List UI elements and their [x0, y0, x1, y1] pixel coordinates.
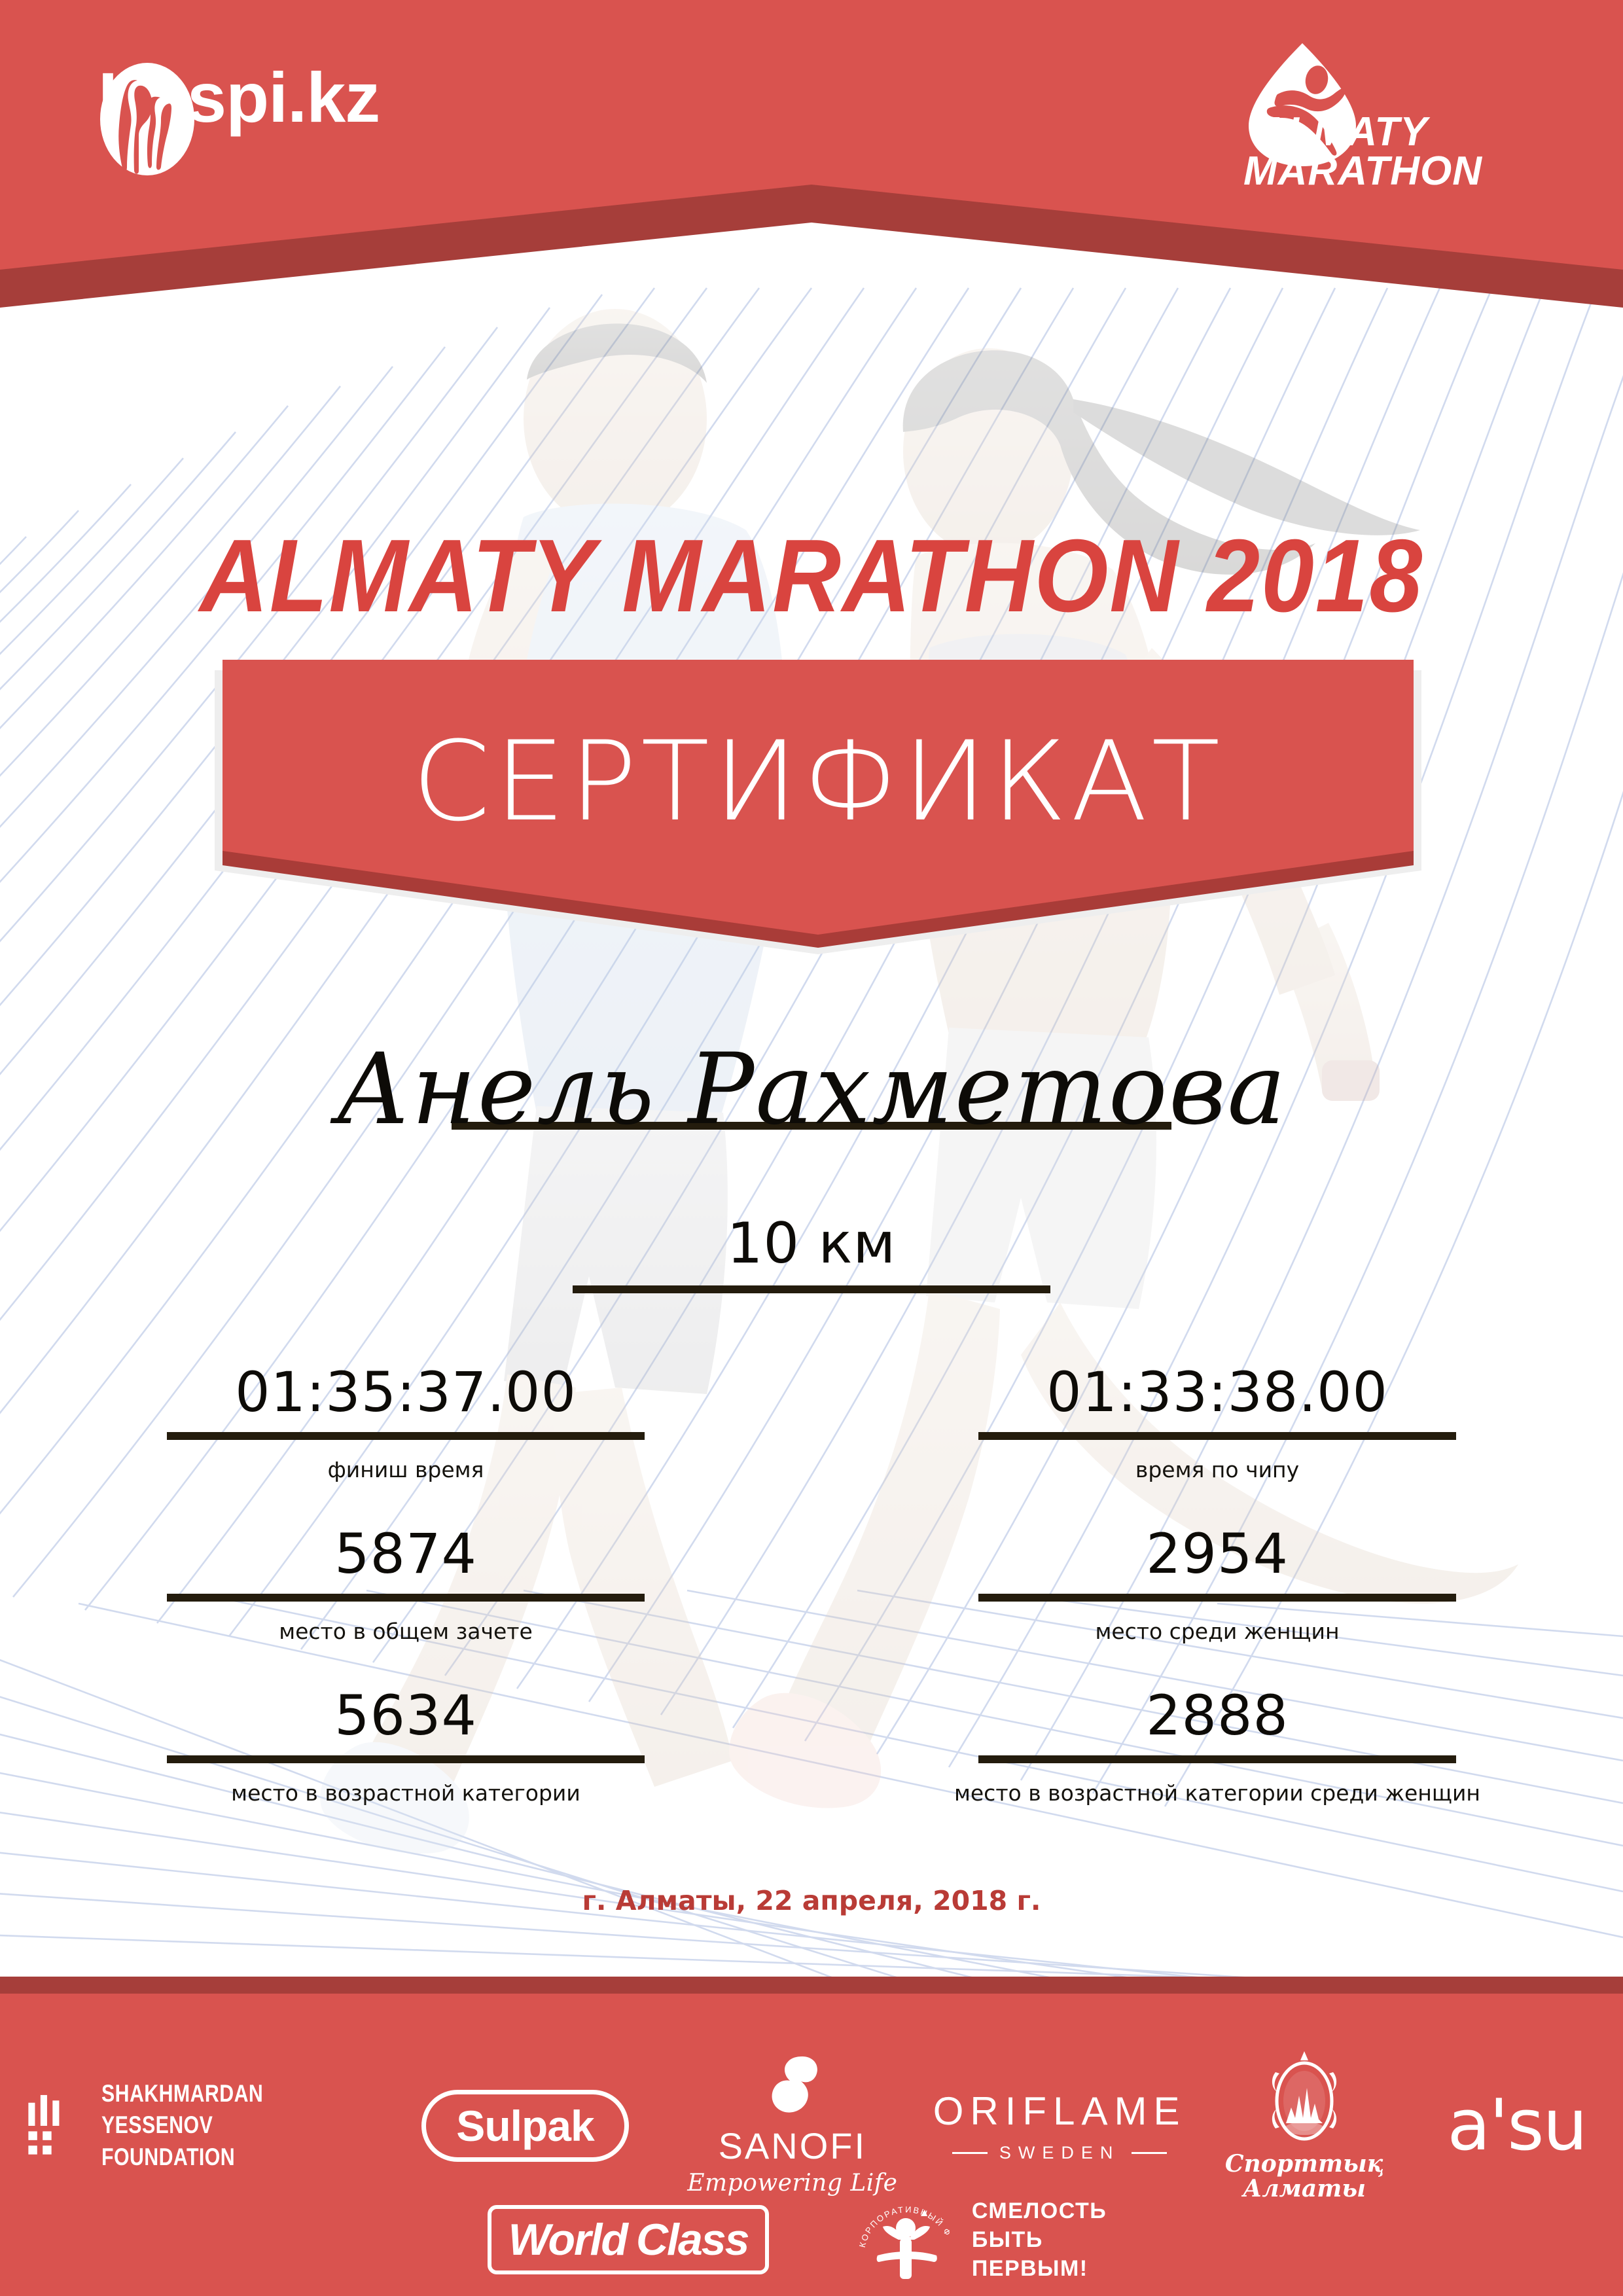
result-rule — [167, 1432, 645, 1441]
result-rule — [167, 1594, 645, 1602]
result-label: место в возрастной категории среди женщи… — [954, 1780, 1480, 1806]
result-label: место среди женщин — [1095, 1619, 1340, 1645]
asu-wordmark: a'su — [1447, 2084, 1588, 2166]
results-row-time: 01:35:37.00 финиш время 01:33:38.00 врем… — [0, 1361, 1623, 1482]
yessenov-wordmark: SHAKHMARDAN YESSENOV FOUNDATION — [101, 2078, 336, 2174]
smelost-figure-icon: КОРПОРАТИВНЫЙ ФОНД — [857, 2187, 952, 2279]
smelost-line2: БЫТЬ — [971, 2227, 1043, 2252]
almaty-marathon-runner-teardrop-icon — [1249, 43, 1356, 166]
participant-name-block: Анель Рахметова — [0, 1041, 1623, 1139]
oriflame-sub: SWEDEN — [952, 2143, 1168, 2163]
results-row-overall: 5874 место в общем зачете 2954 место сре… — [0, 1523, 1623, 1644]
kaspi-family-mark-icon — [100, 63, 194, 175]
sulpak-wordmark: Sulpak — [421, 2089, 629, 2162]
result-value: 2954 — [1146, 1522, 1289, 1587]
sport-almaty-wordmark: Спорттық Алматы — [1224, 2150, 1384, 2202]
sponsor-yessenov-foundation: SHAKHMARDAN YESSENOV FOUNDATION — [0, 2078, 387, 2174]
sport-almaty-crest-icon — [1272, 2051, 1337, 2141]
sponsor-smelost-byt-pervym: КОРПОРАТИВНЫЙ ФОНД СМЕЛОСТЬ БЫТЬ ПЕРВЫМ! — [798, 2187, 1165, 2292]
result-finish-time: 01:35:37.00 финиш время — [0, 1361, 812, 1482]
yessenov-line2: FOUNDATION — [101, 2144, 235, 2171]
sponsors-footer: SHAKHMARDAN YESSENOV FOUNDATION Sulpak S… — [0, 1977, 1623, 2296]
result-age-category-place: 5634 место в возрастной категории — [0, 1685, 812, 1806]
result-overall-place: 5874 место в общем зачете — [0, 1523, 812, 1644]
certificate-banner-shape — [215, 660, 1421, 954]
result-value: 5874 — [334, 1522, 477, 1587]
smelost-line1: СМЕЛОСТЬ — [971, 2198, 1107, 2223]
result-age-category-women-place: 2888 место в возрастной категории среди … — [812, 1685, 1623, 1806]
almaty-marathon-wordmark: ALMATY MARATHON — [1243, 109, 1531, 194]
result-chip-time: 01:33:38.00 время по чипу — [812, 1361, 1623, 1482]
am-line1: ALMATY — [1258, 109, 1428, 154]
smelost-wordmark: СМЕЛОСТЬ БЫТЬ ПЕРВЫМ! — [972, 2197, 1107, 2284]
result-rule — [978, 1594, 1456, 1602]
result-rule — [167, 1755, 645, 1764]
result-value: 2888 — [1146, 1683, 1289, 1748]
participant-name: Анель Рахметова — [336, 1033, 1287, 1147]
oriflame-dash-left — [952, 2151, 988, 2154]
sanofi-tagline: Empowering Life — [687, 2169, 898, 2197]
sponsor-asu: a'su — [1410, 2090, 1623, 2161]
am-line2: MARATHON — [1243, 148, 1483, 194]
sport-line2: Алматы — [1243, 2174, 1366, 2202]
footer-top-band — [0, 1977, 1623, 1994]
oriflame-sweden-text: SWEDEN — [999, 2142, 1120, 2162]
certificate-word: СЕРТИФИКАТ — [412, 717, 1224, 846]
sponsor-sport-almaty: Спорттық Алматы — [1198, 2050, 1411, 2202]
result-label: время по чипу — [1135, 1457, 1300, 1483]
place-and-date: г. Алматы, 22 апреля, 2018 г. — [582, 1885, 1041, 1916]
header-chevron-shape — [0, 0, 1623, 308]
sponsor-row-1: SHAKHMARDAN YESSENOV FOUNDATION Sulpak S… — [0, 2050, 1623, 2202]
result-rule — [978, 1432, 1456, 1441]
result-label: место в возрастной категории — [231, 1780, 580, 1806]
participant-name-rule — [452, 1122, 1171, 1130]
distance-rule — [573, 1285, 1050, 1293]
world-class-wordmark: World Class — [487, 2205, 770, 2274]
distance-value: 10 км — [726, 1211, 897, 1276]
oriflame-wordmark: ORIFLAME — [933, 2089, 1186, 2133]
result-women-place: 2954 место среди женщин — [812, 1523, 1623, 1644]
certificate-header: Kaspi.kz ALMATY MARATHON — [0, 0, 1623, 367]
world-class-word1: World — [508, 2215, 628, 2265]
result-label: финиш время — [327, 1457, 484, 1483]
sponsor-oriflame: ORIFLAME SWEDEN — [921, 2089, 1198, 2163]
sponsor-sulpak: Sulpak — [387, 2089, 664, 2162]
result-label: место в общем зачете — [279, 1619, 533, 1645]
result-value: 01:35:37.00 — [235, 1360, 577, 1424]
sanofi-bird-icon — [772, 2056, 817, 2113]
yessenov-foundation-bars-icon — [28, 2094, 60, 2155]
result-value: 01:33:38.00 — [1046, 1360, 1388, 1424]
sport-line1: Спорттық — [1224, 2150, 1384, 2178]
world-class-word2: Class — [635, 2215, 749, 2265]
oriflame-dash-right — [1132, 2151, 1168, 2154]
sanofi-wordmark: SANOFI — [718, 2125, 867, 2166]
kaspi-logo: Kaspi.kz — [98, 62, 380, 175]
sponsor-world-class: World Class — [458, 2205, 798, 2274]
results-row-age: 5634 место в возрастной категории 2888 м… — [0, 1685, 1623, 1806]
results-grid: 01:35:37.00 финиш время 01:33:38.00 врем… — [0, 1361, 1623, 1806]
yessenov-line1: SHAKHMARDAN YESSENOV — [101, 2079, 263, 2139]
certificate-banner: СЕРТИФИКАТ — [203, 655, 1433, 956]
almaty-marathon-logo: ALMATY MARATHON — [1243, 39, 1531, 209]
race-title: ALMATY MARATHON 2018 — [199, 518, 1424, 634]
result-rule — [978, 1755, 1456, 1764]
sponsor-row-2: World Class КОРПОРАТИВНЫЙ ФОНД — [0, 2187, 1623, 2292]
distance-block: 10 км — [0, 1211, 1623, 1293]
result-value: 5634 — [334, 1683, 477, 1748]
sponsor-sanofi: SANOFI Empowering Life — [664, 2055, 921, 2197]
smelost-line3: ПЕРВЫМ! — [971, 2256, 1088, 2282]
